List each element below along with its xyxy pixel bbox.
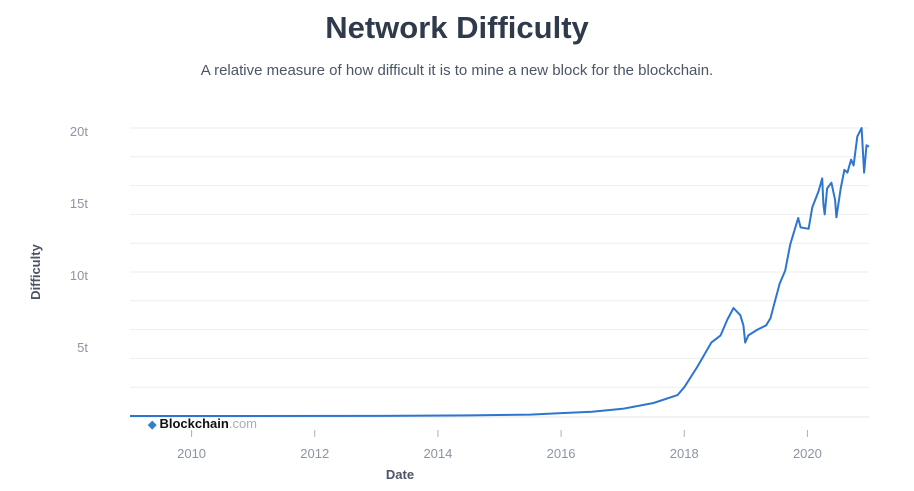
brand-name: Blockchain xyxy=(159,416,229,431)
y-tick-label: 15t xyxy=(70,196,88,211)
chart-title: Network Difficulty xyxy=(325,10,589,45)
blockchain-logo-icon: ◆ xyxy=(148,419,157,431)
blockchain-watermark: ◆ Blockchain.com xyxy=(148,416,257,431)
y-tick-label: 10t xyxy=(70,268,88,283)
x-tick-label: 2020 xyxy=(793,446,822,461)
y-tick-label: 20t xyxy=(70,124,88,139)
y-axis-label: Difficulty xyxy=(28,243,43,299)
x-tick-label: 2018 xyxy=(670,446,699,461)
x-tick-label: 2012 xyxy=(300,446,329,461)
chart-subtitle: A relative measure of how difficult it i… xyxy=(200,62,714,79)
x-tick-label: 2010 xyxy=(177,446,206,461)
brand-domain: .com xyxy=(228,416,257,431)
y-tick-label: 5t xyxy=(77,340,88,355)
x-tick-label: 2014 xyxy=(423,446,452,461)
difficulty-series-line xyxy=(129,127,870,417)
x-tick-label: 2016 xyxy=(547,446,576,461)
x-axis-label: Date xyxy=(386,467,414,482)
